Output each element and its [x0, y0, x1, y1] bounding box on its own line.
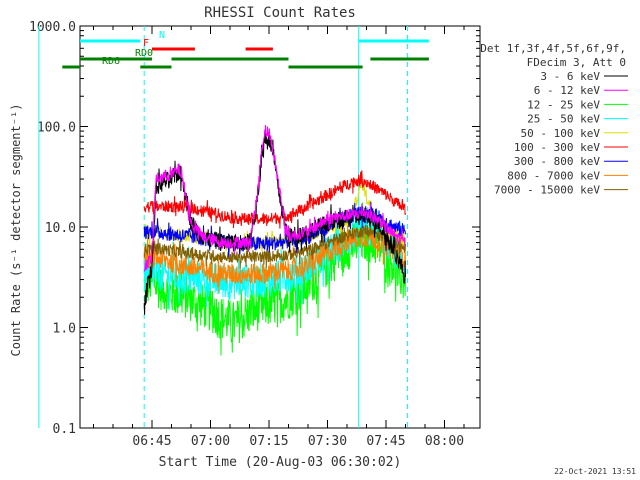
x-tick-label: 07:15: [249, 434, 288, 449]
legend: Det 1f,3f,4f,5f,6f,9f, FDecim 3, Att 0 3…: [480, 42, 628, 197]
legend-label: 50 - 100 keV: [521, 127, 601, 140]
legend-label: 3 - 6 keV: [540, 70, 600, 83]
legend-label: 7000 - 15000 keV: [494, 184, 600, 197]
series-6-12-kev: [143, 124, 406, 272]
legend-header-line-2: FDecim 3, Att 0: [527, 56, 626, 69]
y-tick-label: 0.1: [53, 422, 76, 437]
y-axis-label: Count Rate (s⁻¹ detector segment⁻¹): [9, 104, 23, 357]
flag-label-f: F: [143, 38, 149, 49]
legend-header-line-1: Det 1f,3f,4f,5f,6f,9f,: [480, 42, 626, 55]
timestamp: 22-Oct-2021 13:51: [554, 467, 636, 476]
flag-label-rd6: RD6: [102, 56, 120, 67]
legend-label: 800 - 7000 keV: [507, 169, 600, 182]
legend-label: 300 - 800 keV: [514, 155, 600, 168]
x-tick-label: 08:00: [425, 434, 464, 449]
chart-title: RHESSI Count Rates: [204, 5, 356, 21]
x-tick-label: 07:30: [308, 434, 347, 449]
plot-frame-group: 1000.0 100.0 10.0 1.0 0.1 06:45 07:00 07:15 07:3…: [29, 20, 481, 449]
x-tick-label: 07:45: [366, 434, 405, 449]
legend-label: 12 - 25 keV: [527, 98, 600, 111]
legend-label: 25 - 50 keV: [527, 113, 600, 126]
flag-label-rd0: RD0: [135, 48, 153, 59]
series-800-7000-kev: [143, 222, 406, 293]
legend-label: 6 - 12 keV: [534, 84, 601, 97]
series-group: [143, 124, 406, 356]
x-tick-label: 06:45: [132, 434, 171, 449]
y-tick-label: 100.0: [37, 121, 76, 136]
y-tick-label: 1.0: [53, 322, 76, 337]
y-tick-label: 10.0: [45, 221, 76, 236]
series-12-25-kev: [143, 202, 406, 356]
x-tick-label: 07:00: [191, 434, 230, 449]
x-axis-label: Start Time (20-Aug-03 06:30:02): [159, 455, 402, 470]
y-tick-label: 1000.0: [29, 20, 76, 35]
flag-label-n: N: [159, 30, 165, 41]
series-7000-15000-kev: [143, 221, 406, 269]
legend-label: 100 - 300 keV: [514, 141, 600, 154]
